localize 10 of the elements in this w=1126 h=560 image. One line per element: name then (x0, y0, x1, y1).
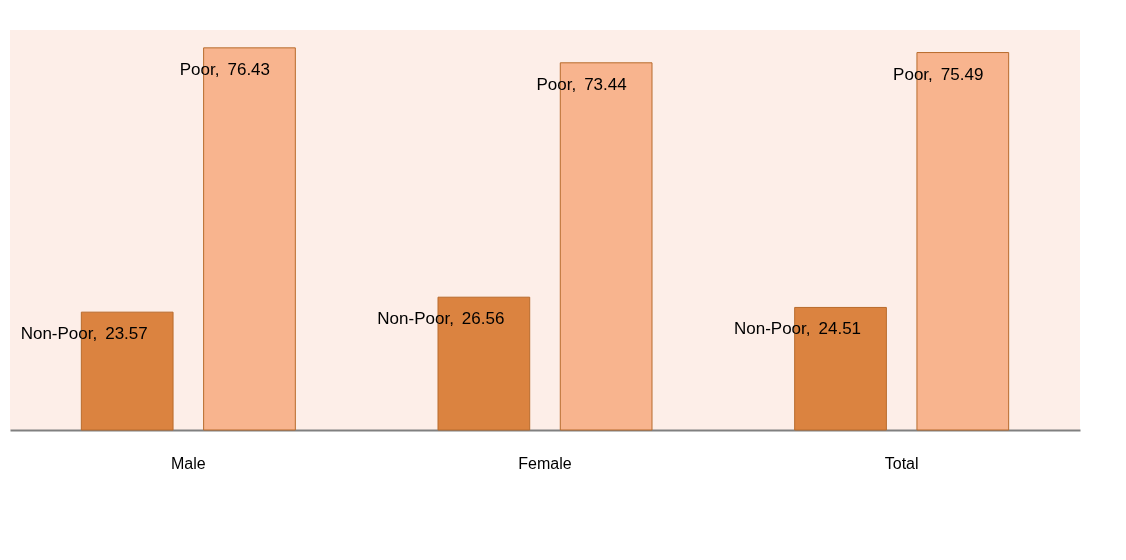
x-tick-label: Total (884, 454, 919, 472)
x-tick-label: Female (518, 454, 572, 472)
x-tick-label: Male (170, 454, 206, 472)
data-label: 73.44 (584, 74, 627, 94)
data-label: 24.51 (818, 319, 862, 339)
series-label: Poor, (893, 64, 933, 84)
data-label: 23.57 (105, 324, 148, 344)
data-label: 75.49 (940, 64, 984, 84)
data-label: 76.43 (227, 59, 271, 79)
data-label: 26.56 (461, 309, 505, 329)
